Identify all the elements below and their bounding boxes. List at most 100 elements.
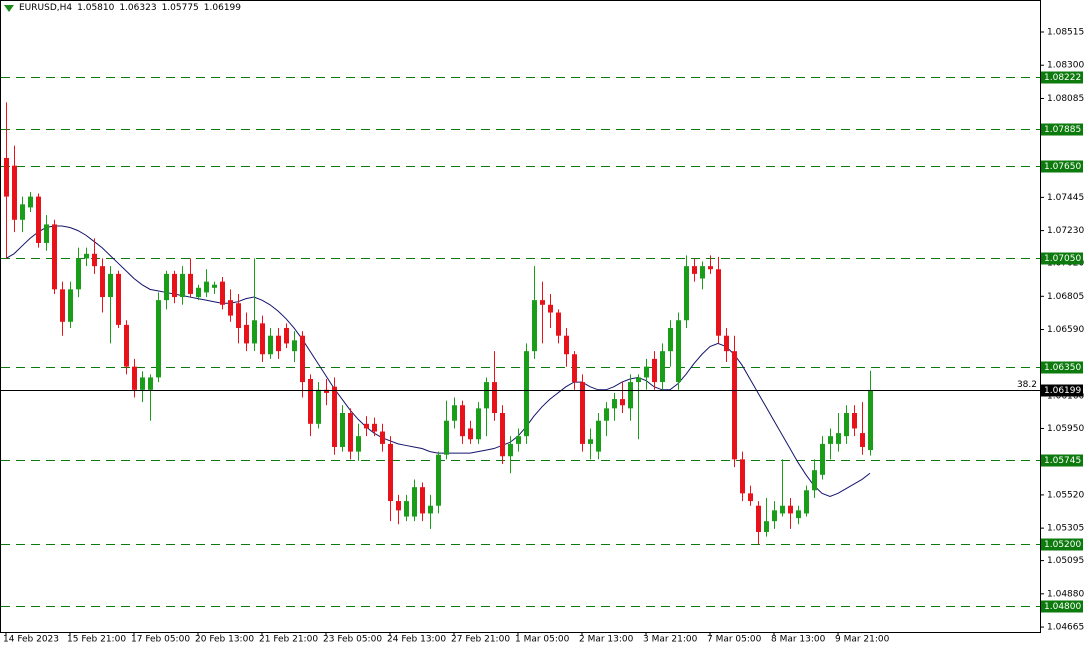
candle-body xyxy=(852,412,857,429)
candle-body xyxy=(252,320,257,344)
level-label: 1.07650 xyxy=(1044,162,1081,172)
y-tick-label: 1.08300 xyxy=(1047,61,1084,71)
candle-body xyxy=(276,335,281,352)
candle-body xyxy=(332,386,337,447)
level-label: 1.07050 xyxy=(1044,254,1081,264)
candle-body xyxy=(380,431,385,444)
y-tick-label: 1.04880 xyxy=(1047,589,1084,599)
candle-body xyxy=(588,439,593,444)
x-tick-label: 7 Mar 05:00 xyxy=(707,635,762,645)
candle-body xyxy=(396,501,401,511)
x-tick-label: 2 Mar 13:00 xyxy=(579,635,634,645)
candle-body xyxy=(860,433,865,447)
y-tick-label: 1.05950 xyxy=(1047,424,1084,434)
candle-body xyxy=(316,389,321,424)
candle-body xyxy=(100,266,105,298)
level-label-box xyxy=(1041,160,1083,173)
y-tick-label: 1.06805 xyxy=(1047,292,1084,302)
candle-body xyxy=(20,204,25,220)
candle-body xyxy=(60,289,65,322)
plot-frame xyxy=(0,0,1041,633)
candle-body xyxy=(420,487,425,514)
candle-body xyxy=(260,323,265,355)
x-tick-label: 1 Mar 05:00 xyxy=(515,635,570,645)
y-tick-label: 1.05305 xyxy=(1047,524,1084,534)
candle-body xyxy=(188,273,193,294)
x-tick-label: 3 Mar 21:00 xyxy=(643,635,698,645)
candle-body xyxy=(716,269,721,336)
symbol-header: EURUSD,H4 1.05810 1.06323 1.05775 1.06199 xyxy=(4,3,241,13)
candle-body xyxy=(140,377,145,390)
level-label: 1.08222 xyxy=(1044,73,1081,83)
candle-body xyxy=(436,454,441,506)
candle-body xyxy=(516,436,521,444)
candle-body xyxy=(772,510,777,522)
candle-body xyxy=(732,351,737,460)
candle-body xyxy=(4,157,9,197)
candle-body xyxy=(652,358,657,383)
candle-body xyxy=(660,351,665,383)
candle-body xyxy=(820,443,825,475)
candle-body xyxy=(196,287,201,298)
y-tick-label: 1.04665 xyxy=(1047,623,1084,633)
candle-body xyxy=(180,273,185,298)
x-tick-label: 21 Feb 21:00 xyxy=(259,635,318,645)
x-tick-label: 20 Feb 13:00 xyxy=(195,635,254,645)
candle-body xyxy=(700,266,705,279)
level-label-box xyxy=(1041,600,1083,613)
y-tick-label: 1.05095 xyxy=(1047,556,1084,566)
candle-body xyxy=(36,196,41,243)
last-price-label: 1.06199 xyxy=(1044,386,1081,396)
candle-body xyxy=(468,428,473,440)
candle-body xyxy=(84,253,89,259)
x-tick-label: 27 Feb 21:00 xyxy=(451,635,510,645)
candle-body xyxy=(132,366,137,390)
candle-body xyxy=(356,436,361,452)
candle-body xyxy=(284,327,289,344)
candle-body xyxy=(708,266,713,270)
x-tick-label: 23 Feb 05:00 xyxy=(323,635,382,645)
candle-body xyxy=(28,196,33,208)
candle-body xyxy=(492,382,497,413)
level-label: 1.05200 xyxy=(1044,540,1081,550)
symbol-title: EURUSD,H4 xyxy=(19,3,73,13)
candle-body xyxy=(460,405,465,437)
candle-body xyxy=(596,420,601,452)
candle-body xyxy=(644,366,649,378)
candle-body xyxy=(212,284,217,288)
y-tick-label: 1.07230 xyxy=(1047,226,1084,236)
candle-body xyxy=(444,420,449,455)
y-tick-label: 1.08515 xyxy=(1047,27,1084,37)
candle-body xyxy=(868,389,873,451)
candle-body xyxy=(44,224,49,243)
x-tick-label: 14 Feb 2023 xyxy=(3,635,59,645)
candle-body xyxy=(476,408,481,440)
candle-body xyxy=(348,412,353,452)
candle-body xyxy=(364,423,369,429)
level-label-box xyxy=(1041,123,1083,136)
candle-body xyxy=(756,505,761,532)
candle-body xyxy=(388,443,393,502)
candle-body xyxy=(428,505,433,514)
candle-body xyxy=(164,273,169,301)
ohlc-value: 1.05775 xyxy=(161,3,199,13)
candle-body xyxy=(836,433,841,444)
candle-body xyxy=(724,335,729,352)
candle-body xyxy=(324,389,329,393)
y-tick-label: 1.07445 xyxy=(1047,193,1084,203)
candle-body xyxy=(484,382,489,409)
x-tick-label: 17 Feb 05:00 xyxy=(131,635,190,645)
candle-body xyxy=(564,335,569,355)
candle-body xyxy=(124,324,129,367)
candle-body xyxy=(108,273,113,298)
candle-body xyxy=(92,253,97,267)
candle-body xyxy=(612,399,617,409)
candle-body xyxy=(204,281,209,293)
level-label: 1.04800 xyxy=(1044,602,1081,612)
level-label: 1.07885 xyxy=(1044,125,1081,135)
x-tick-label: 15 Feb 21:00 xyxy=(67,635,126,645)
candle-body xyxy=(604,408,609,421)
candle-body xyxy=(740,459,745,494)
level-label-box xyxy=(1041,71,1083,84)
symbol-icon xyxy=(4,4,14,12)
